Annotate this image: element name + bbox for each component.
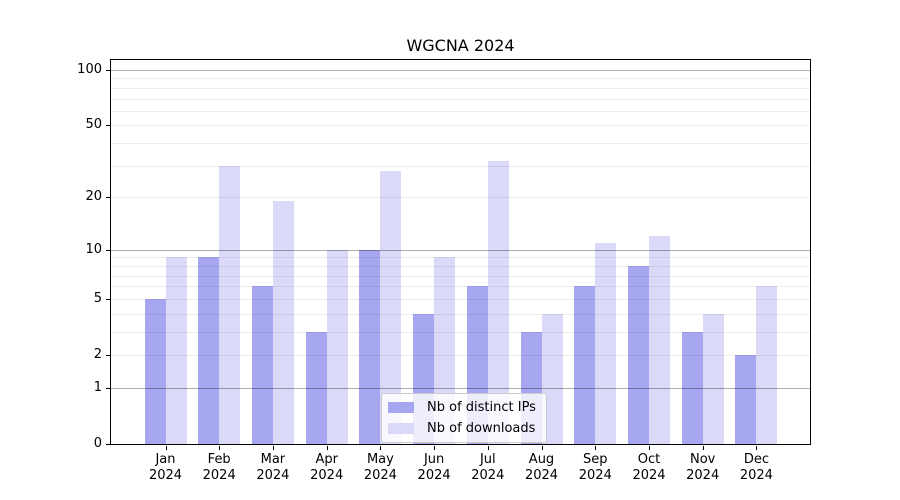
x-tick-sep xyxy=(595,446,597,450)
bar-ips-oct xyxy=(628,265,649,444)
x-tick-label-jul: Jul 2024 xyxy=(471,452,505,483)
y-tick-label-5: 5 xyxy=(93,290,102,306)
x-tick-jul xyxy=(487,446,489,450)
x-tick-label-apr: Apr 2024 xyxy=(310,452,344,483)
legend-swatch-downloads-icon xyxy=(388,423,414,434)
y-tick-label-20: 20 xyxy=(85,189,102,205)
legend: Nb of distinct IPs Nb of downloads xyxy=(381,393,547,443)
x-tick-may xyxy=(380,446,382,450)
y-tick-label-50: 50 xyxy=(85,117,102,133)
bar-downloads-feb xyxy=(219,165,241,444)
x-tick-jun xyxy=(434,446,436,450)
x-tick-label-oct: Oct 2024 xyxy=(632,452,666,483)
y-tick-label-0: 0 xyxy=(93,436,102,451)
bar-downloads-jan xyxy=(165,257,187,444)
x-tick-label-jun: Jun 2024 xyxy=(417,452,451,483)
x-tick-label-nov: Nov 2024 xyxy=(686,452,720,483)
x-tick-apr xyxy=(326,446,328,450)
x-tick-label-dec: Dec 2024 xyxy=(739,452,773,483)
bars-layer xyxy=(111,60,810,444)
bar-downloads-nov xyxy=(702,313,724,444)
x-tick-nov xyxy=(702,446,704,450)
bar-ips-nov xyxy=(681,331,703,444)
bar-ips-mar xyxy=(251,286,273,444)
x-tick-label-aug: Aug 2024 xyxy=(524,452,559,483)
chart-title: WGCNA 2024 xyxy=(406,36,515,55)
bar-ips-dec xyxy=(735,355,757,444)
x-tick-feb xyxy=(219,446,221,450)
bar-downloads-oct xyxy=(649,236,670,444)
y-tick-label-2: 2 xyxy=(93,347,102,362)
legend-label-downloads: Nb of downloads xyxy=(427,421,536,436)
bar-downloads-may xyxy=(380,171,402,444)
bar-downloads-mar xyxy=(272,201,294,444)
legend-item-downloads: Nb of downloads xyxy=(388,420,536,437)
x-tick-dec xyxy=(756,446,758,450)
x-tick-label-may: May 2024 xyxy=(363,452,397,483)
bar-downloads-apr xyxy=(326,249,348,444)
legend-item-distinct-ips: Nb of distinct IPs xyxy=(388,399,536,416)
y-tick-label-10: 10 xyxy=(85,241,102,257)
bar-ips-may xyxy=(359,249,381,444)
plot-area: Nb of distinct IPs Nb of downloads xyxy=(110,59,811,445)
x-tick-oct xyxy=(649,446,650,450)
legend-swatch-distinct-ips-icon xyxy=(388,402,414,413)
y-tick-label-100: 100 xyxy=(77,62,102,77)
x-tick-label-jan: Jan 2024 xyxy=(148,452,183,483)
x-tick-jan xyxy=(165,446,167,450)
bar-downloads-jul xyxy=(487,160,509,444)
bar-ips-feb xyxy=(198,257,220,444)
x-tick-label-feb: Feb 2024 xyxy=(202,452,236,483)
bar-downloads-dec xyxy=(756,286,778,444)
bar-downloads-sep xyxy=(595,242,617,444)
bar-ips-jan xyxy=(144,298,166,444)
x-tick-label-mar: Mar 2024 xyxy=(256,452,290,483)
x-tick-aug xyxy=(541,446,543,450)
x-tick-label-sep: Sep 2024 xyxy=(578,452,612,483)
legend-label-distinct-ips: Nb of distinct IPs xyxy=(427,400,536,415)
y-tick-label-1: 1 xyxy=(93,379,102,395)
bar-ips-apr xyxy=(305,331,327,444)
x-tick-mar xyxy=(272,446,274,450)
bar-ips-sep xyxy=(574,286,596,444)
